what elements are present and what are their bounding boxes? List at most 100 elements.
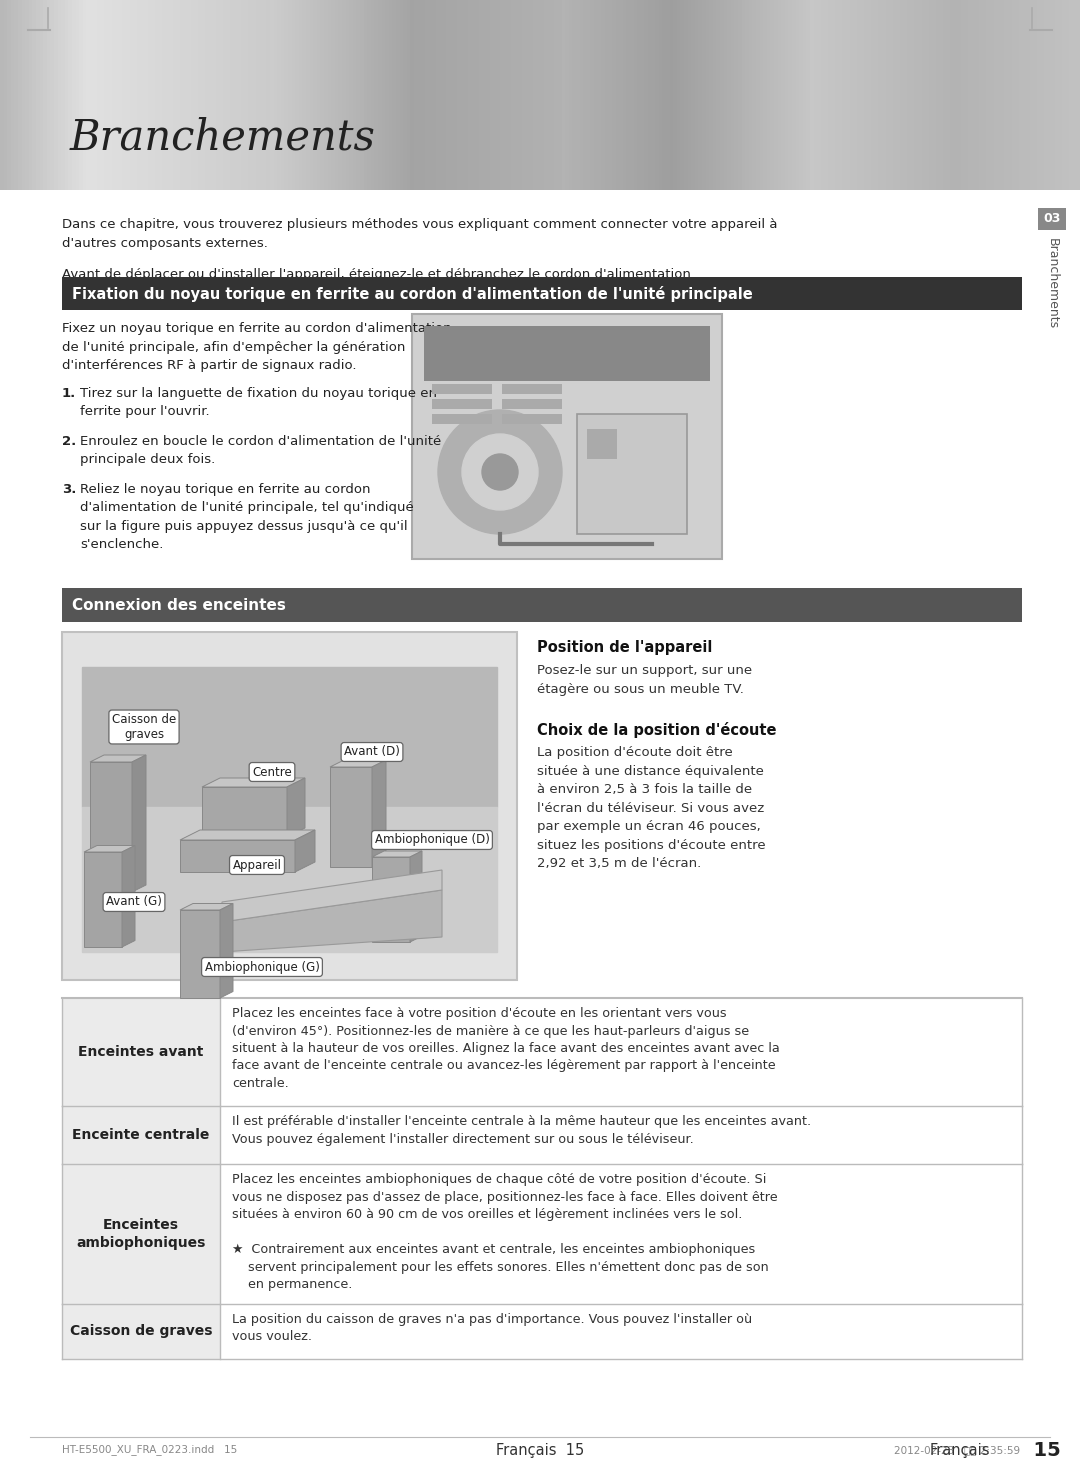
Bar — [1029, 0, 1035, 189]
Bar — [540, 0, 545, 189]
Bar — [889, 0, 894, 189]
Bar — [367, 0, 373, 189]
Text: Ambiophonique (G): Ambiophonique (G) — [204, 960, 320, 973]
Text: Placez les enceintes ambiophoniques de chaque côté de votre position d'écoute. S: Placez les enceintes ambiophoniques de c… — [232, 1173, 778, 1291]
Text: Placez les enceintes face à votre position d'écoute en les orientant vers vous
(: Placez les enceintes face à votre positi… — [232, 1007, 780, 1090]
Text: La position d'écoute doit être
située à une distance équivalente
à environ 2,5 à: La position d'écoute doit être située à … — [537, 745, 766, 870]
Bar — [342, 0, 347, 189]
Bar — [577, 414, 687, 534]
Bar — [734, 0, 740, 189]
Bar — [208, 0, 214, 189]
Bar — [3, 0, 9, 189]
Bar — [238, 0, 243, 189]
Bar — [673, 0, 678, 189]
Bar — [475, 0, 481, 189]
Bar — [580, 0, 584, 189]
Text: Enceinte centrale: Enceinte centrale — [72, 1128, 210, 1142]
Bar — [576, 0, 581, 189]
Polygon shape — [372, 850, 422, 856]
Bar — [400, 0, 405, 189]
Bar — [1018, 0, 1024, 189]
Bar — [213, 0, 217, 189]
Polygon shape — [180, 910, 220, 998]
Text: Avant de déplacer ou d'installer l'appareil, éteignez-le et débranchez le cordon: Avant de déplacer ou d'installer l'appar… — [62, 268, 696, 281]
Bar — [508, 0, 513, 189]
Bar — [0, 189, 1080, 200]
Bar — [882, 0, 887, 189]
Bar — [562, 0, 567, 189]
Bar — [753, 0, 757, 189]
Bar — [796, 0, 800, 189]
Bar — [321, 0, 325, 189]
Bar — [51, 0, 55, 189]
Bar — [111, 0, 117, 189]
Text: La position du caisson de graves n'a pas d'importance. Vous pouvez l'installer o: La position du caisson de graves n'a pas… — [232, 1313, 752, 1343]
Bar — [936, 0, 941, 189]
Bar — [1051, 0, 1056, 189]
Bar — [554, 0, 559, 189]
Bar — [828, 0, 833, 189]
Bar — [205, 0, 211, 189]
Polygon shape — [287, 778, 305, 837]
Bar — [980, 0, 984, 189]
Bar — [637, 0, 643, 189]
Bar — [468, 0, 473, 189]
Text: Ambiophonique (D): Ambiophonique (D) — [375, 834, 489, 846]
Bar — [767, 0, 772, 189]
Bar — [872, 0, 876, 189]
Bar — [738, 0, 743, 189]
Polygon shape — [180, 904, 233, 910]
Bar — [62, 1164, 220, 1304]
Bar — [1015, 0, 1021, 189]
Bar — [591, 0, 595, 189]
Bar — [245, 0, 249, 189]
Bar — [259, 0, 265, 189]
Bar — [410, 0, 416, 189]
Bar — [770, 0, 775, 189]
Bar — [79, 0, 84, 189]
Text: Avant (D): Avant (D) — [345, 745, 400, 759]
Bar — [170, 0, 174, 189]
Bar — [875, 0, 880, 189]
Bar — [1072, 0, 1078, 189]
Polygon shape — [295, 830, 315, 873]
Bar — [907, 0, 913, 189]
Text: Fixez un noyau torique en ferrite au cordon d'alimentation
de l'unité principale: Fixez un noyau torique en ferrite au cor… — [62, 322, 451, 373]
Text: Branchements: Branchements — [1045, 238, 1058, 330]
Bar — [792, 0, 797, 189]
Bar — [432, 385, 492, 393]
Bar — [486, 0, 491, 189]
Bar — [140, 0, 146, 189]
Bar — [529, 0, 535, 189]
Bar — [910, 0, 916, 189]
Bar — [187, 0, 192, 189]
Text: Enceintes avant: Enceintes avant — [79, 1046, 204, 1059]
Bar — [799, 0, 805, 189]
Bar — [651, 0, 657, 189]
Bar — [904, 0, 908, 189]
Bar — [302, 0, 308, 189]
Bar — [483, 0, 487, 189]
Bar — [932, 0, 937, 189]
Bar — [1026, 0, 1031, 189]
Bar — [36, 0, 41, 189]
Bar — [1069, 0, 1075, 189]
Bar — [54, 0, 59, 189]
Bar — [216, 0, 221, 189]
Bar — [18, 0, 23, 189]
Bar — [893, 0, 897, 189]
Bar — [900, 0, 905, 189]
Bar — [813, 0, 819, 189]
Bar — [835, 0, 840, 189]
Bar — [126, 0, 131, 189]
Bar — [759, 0, 765, 189]
Bar — [896, 0, 902, 189]
Bar — [1044, 0, 1049, 189]
Bar — [116, 0, 120, 189]
Bar — [11, 0, 16, 189]
Bar — [731, 0, 735, 189]
Bar — [220, 1164, 1022, 1304]
Text: Connexion des enceintes: Connexion des enceintes — [72, 598, 286, 612]
Bar — [745, 0, 751, 189]
Bar — [97, 0, 103, 189]
